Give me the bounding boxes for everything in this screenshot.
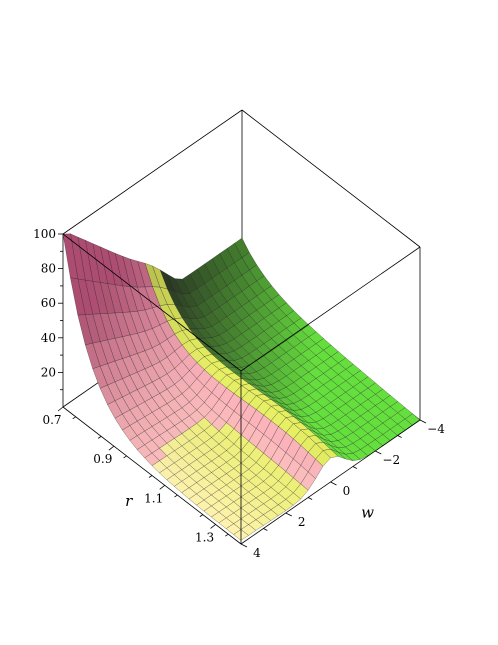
w-tick (419, 419, 427, 424)
z-tick-label: 20 (41, 365, 56, 379)
box-edge (62, 109, 243, 235)
box-edge (240, 246, 421, 372)
w-tick (375, 450, 382, 455)
surface-mesh (62, 233, 421, 541)
r-minor-tick (225, 533, 229, 537)
r-tick (57, 406, 64, 412)
w-tick (240, 543, 248, 548)
z-tick-label: 60 (41, 296, 56, 310)
r-minor-tick (72, 416, 76, 420)
z-tick-label: 40 (41, 331, 56, 345)
r-minor-tick (148, 475, 153, 478)
w-tick-label: 2 (298, 515, 306, 529)
w-minor-tick (352, 466, 358, 469)
r-tick (159, 484, 165, 490)
w-tick-label: −2 (382, 453, 400, 467)
w-minor-tick (263, 528, 268, 531)
z-tick-label: 100 (33, 227, 56, 241)
box-edge (62, 233, 242, 372)
bounding-box-front (62, 233, 421, 545)
r-tick-label: 1.3 (195, 530, 214, 544)
r-minor-tick (199, 514, 204, 517)
r-minor-tick (123, 455, 127, 459)
r-minor-tick (174, 494, 178, 498)
w-tick-label: 4 (253, 546, 261, 560)
z-tick-label: 80 (41, 262, 56, 276)
w-tick (285, 512, 292, 517)
axes: 20 40 60 80 100 0.7 0.9 1.1 1.3 r −4 −2 0 2 4 w (33, 227, 445, 560)
w-minor-tick (307, 497, 313, 500)
w-minor-tick (397, 435, 402, 438)
r-tick-label: 0.7 (42, 413, 61, 427)
box-edge (241, 109, 421, 248)
r-tick (210, 524, 216, 529)
w-axis-label: w (361, 503, 374, 521)
w-tick-label: 0 (343, 484, 351, 498)
r-tick (108, 445, 115, 451)
r-tick-label: 1.1 (144, 491, 163, 505)
r-tick-label: 0.9 (93, 452, 112, 466)
r-minor-tick (97, 436, 102, 439)
w-tick (330, 481, 337, 486)
r-axis-label: r (125, 492, 133, 510)
w-tick-label: −4 (427, 422, 445, 436)
